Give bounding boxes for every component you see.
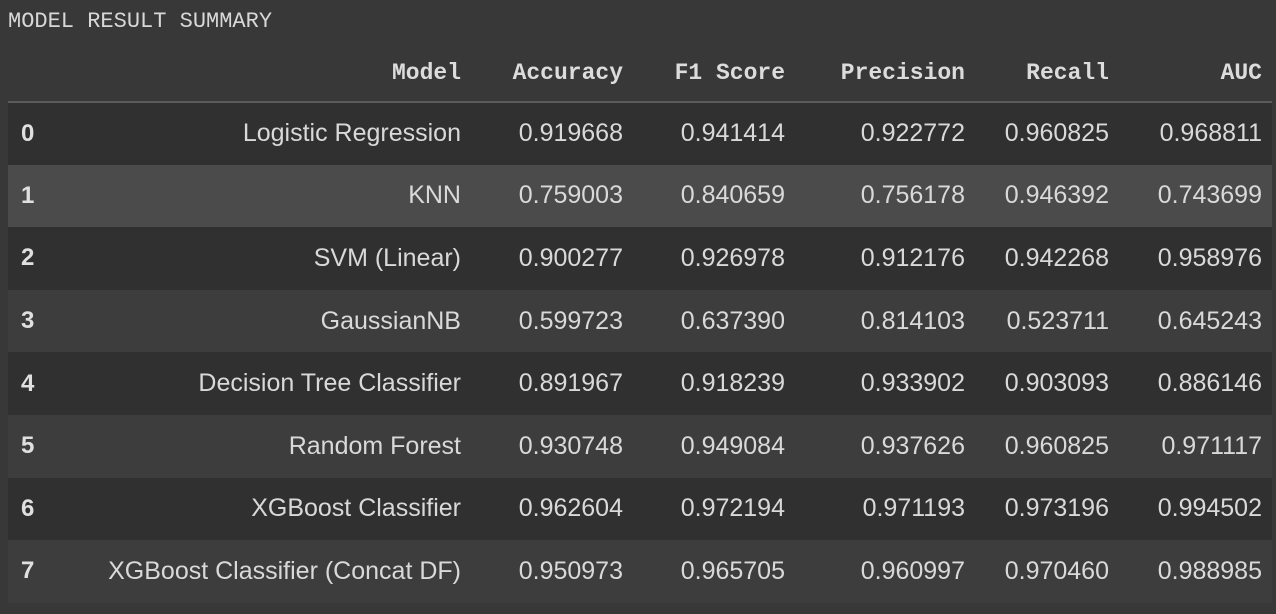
cell-auc: 0.886146: [1157, 369, 1262, 398]
column-header-model: Model: [53, 45, 471, 103]
table-row: 6 XGBoost Classifier 0.962604 0.972194 0.971…: [8, 477, 1272, 541]
row-index: 6: [21, 494, 35, 522]
cell-auc: 0.645243: [1157, 306, 1262, 335]
row-index: 3: [21, 307, 35, 335]
cell-model-name: XGBoost Classifier (Concat DF): [108, 556, 461, 585]
header-row: Model Accuracy F1 Score Precision Recall…: [8, 45, 1272, 103]
row-index: 5: [21, 432, 35, 460]
table-row: 4 Decision Tree Classifier 0.891967 0.91823…: [8, 352, 1272, 415]
cell-precision: 0.756178: [860, 181, 965, 210]
table-row: 1 KNN 0.759003 0.840659 0.756178 0.946392 0.74…: [8, 164, 1272, 228]
cell-f1-score: 0.949084: [680, 431, 785, 460]
column-header-accuracy: Accuracy: [471, 45, 633, 103]
cell-auc: 0.958976: [1157, 243, 1262, 272]
cell-auc: 0.971117: [1161, 431, 1262, 460]
column-header-auc: AUC: [1119, 45, 1272, 103]
cell-model-name: XGBoost Classifier: [251, 494, 461, 523]
row-index: 2: [21, 244, 35, 272]
table-row: 0 Logistic Regression 0.919668 0.941414 0.92…: [8, 102, 1272, 165]
cell-model-name: Decision Tree Classifier: [198, 369, 461, 398]
cell-recall: 0.973196: [1004, 494, 1109, 523]
row-index: 1: [21, 181, 35, 209]
cell-accuracy: 0.900277: [518, 243, 623, 272]
cell-f1-score: 0.965705: [680, 556, 785, 585]
cell-precision: 0.933902: [860, 369, 965, 398]
row-index: 7: [21, 557, 35, 585]
output-title: MODEL RESULT SUMMARY: [8, 9, 273, 34]
row-index: 0: [21, 119, 35, 147]
cell-precision: 0.912176: [860, 243, 965, 272]
cell-model-name: Random Forest: [288, 431, 461, 460]
row-index: 4: [21, 369, 35, 397]
cell-recall: 0.970460: [1004, 556, 1109, 585]
cell-auc: 0.988985: [1157, 556, 1262, 585]
cell-accuracy: 0.919668: [518, 119, 623, 148]
cell-model-name: Logistic Regression: [242, 119, 461, 148]
cell-precision: 0.960997: [860, 556, 965, 585]
cell-precision: 0.937626: [860, 431, 965, 460]
cell-f1-score: 0.941414: [680, 119, 785, 148]
cell-recall: 0.942268: [1004, 243, 1109, 272]
cell-accuracy: 0.950973: [518, 556, 623, 585]
table-row: 7 XGBoost Classifier (Concat DF) 0.950973 0…: [8, 540, 1272, 603]
cell-f1-score: 0.918239: [680, 369, 785, 398]
cell-accuracy: 0.759003: [518, 181, 623, 210]
cell-f1-score: 0.637390: [680, 306, 785, 335]
column-header-precision: Precision: [795, 45, 975, 103]
cell-precision: 0.971193: [862, 494, 965, 523]
cell-recall: 0.903093: [1004, 369, 1109, 398]
cell-auc: 0.743699: [1157, 181, 1262, 210]
cell-accuracy: 0.891967: [518, 369, 623, 398]
cell-model-name: GaussianNB: [320, 306, 461, 335]
column-header-f1-score: F1 Score: [633, 45, 795, 103]
cell-model-name: KNN: [408, 181, 461, 210]
cell-accuracy: 0.599723: [518, 306, 623, 335]
index-column-header: [8, 45, 53, 103]
cell-accuracy: 0.930748: [518, 431, 623, 460]
cell-model-name: SVM (Linear): [313, 243, 461, 272]
cell-recall: 0.960825: [1004, 119, 1109, 148]
cell-auc: 0.994502: [1157, 494, 1262, 523]
cell-f1-score: 0.840659: [680, 181, 785, 210]
model-results-table: Model Accuracy F1 Score Precision Recall…: [8, 45, 1272, 603]
table-row: 2 SVM (Linear) 0.900277 0.926978 0.912176 0.9…: [8, 227, 1272, 290]
cell-accuracy: 0.962604: [518, 494, 623, 523]
cell-precision: 0.814103: [860, 306, 965, 335]
cell-recall: 0.960825: [1004, 431, 1109, 460]
cell-recall: 0.523711: [1006, 306, 1109, 335]
cell-f1-score: 0.972194: [680, 494, 785, 523]
table-row: 3 GaussianNB 0.599723 0.637390 0.814103 0.523…: [8, 289, 1272, 353]
cell-recall: 0.946392: [1004, 181, 1109, 210]
cell-auc: 0.968811: [1159, 119, 1262, 148]
table-header: Model Accuracy F1 Score Precision Recall…: [8, 45, 1272, 103]
column-header-recall: Recall: [975, 45, 1119, 103]
table-row: 5 Random Forest 0.930748 0.949084 0.937626 0.…: [8, 414, 1272, 478]
cell-precision: 0.922772: [860, 119, 965, 148]
cell-f1-score: 0.926978: [680, 243, 785, 272]
table-body: 0 Logistic Regression 0.919668 0.941414 0.92…: [8, 102, 1272, 603]
